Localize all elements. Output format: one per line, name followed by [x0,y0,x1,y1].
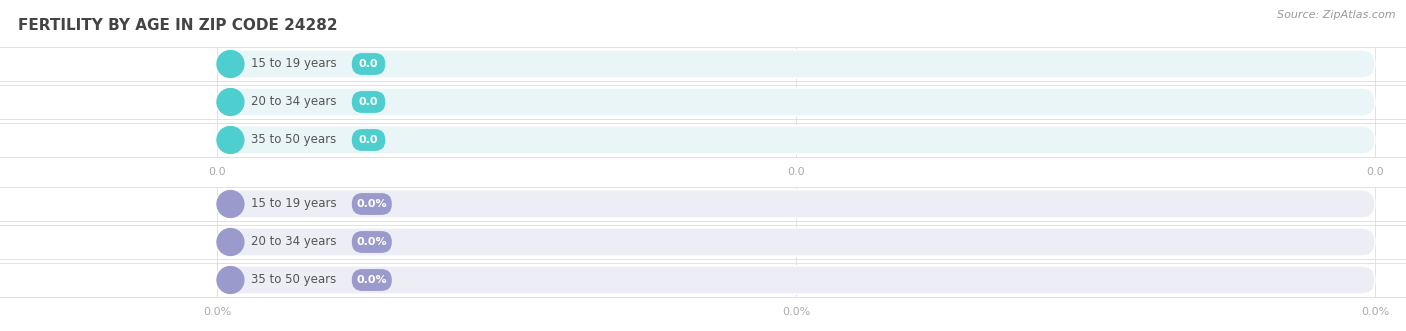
Text: 0.0%: 0.0% [357,275,387,285]
FancyBboxPatch shape [352,53,385,75]
Text: 0.0%: 0.0% [357,237,387,247]
Circle shape [217,126,243,154]
FancyBboxPatch shape [217,190,1375,218]
FancyBboxPatch shape [217,88,1375,116]
Circle shape [217,51,243,77]
Text: FERTILITY BY AGE IN ZIP CODE 24282: FERTILITY BY AGE IN ZIP CODE 24282 [18,18,337,33]
FancyBboxPatch shape [217,266,1375,294]
Text: 35 to 50 years: 35 to 50 years [252,133,336,147]
Text: 0.0%: 0.0% [1361,307,1389,317]
FancyBboxPatch shape [352,231,392,253]
Text: 0.0: 0.0 [359,59,378,69]
Text: 35 to 50 years: 35 to 50 years [252,273,336,287]
Text: 20 to 34 years: 20 to 34 years [252,96,336,109]
Circle shape [217,191,243,217]
Text: 0.0: 0.0 [359,97,378,107]
Text: 0.0: 0.0 [208,167,226,177]
Text: Source: ZipAtlas.com: Source: ZipAtlas.com [1278,10,1396,20]
Text: 0.0: 0.0 [1367,167,1384,177]
Text: 0.0%: 0.0% [782,307,810,317]
Circle shape [217,266,243,294]
Circle shape [217,229,243,256]
FancyBboxPatch shape [352,91,385,113]
Text: 0.0: 0.0 [359,135,378,145]
FancyBboxPatch shape [352,193,392,215]
FancyBboxPatch shape [217,50,1375,78]
Text: 0.0%: 0.0% [357,199,387,209]
Text: 15 to 19 years: 15 to 19 years [252,198,336,211]
Text: 15 to 19 years: 15 to 19 years [252,58,336,71]
Text: 0.0: 0.0 [787,167,804,177]
FancyBboxPatch shape [217,126,1375,154]
FancyBboxPatch shape [352,129,385,151]
FancyBboxPatch shape [217,228,1375,256]
FancyBboxPatch shape [352,269,392,291]
Circle shape [217,89,243,116]
Text: 20 to 34 years: 20 to 34 years [252,235,336,249]
Text: 0.0%: 0.0% [202,307,231,317]
